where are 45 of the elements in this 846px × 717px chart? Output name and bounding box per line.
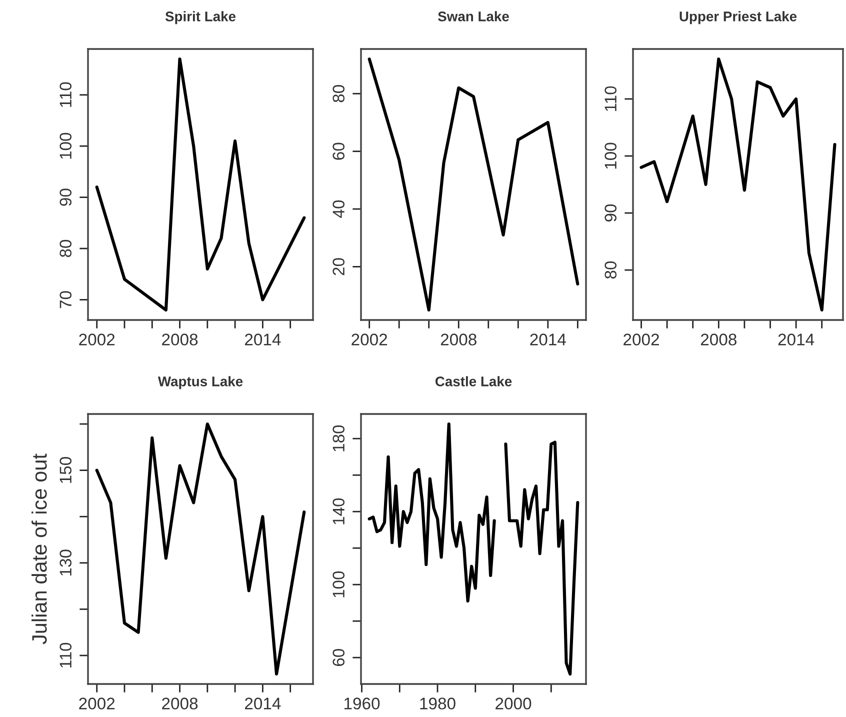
- chart-title: Upper Priest Lake: [680, 11, 797, 24]
- x-tick-label: 1980: [420, 698, 456, 710]
- y-tick-label: 140: [332, 498, 345, 524]
- y-tick-label: 110: [60, 642, 72, 668]
- x-tick-label: 2014: [244, 698, 281, 710]
- y-tick-label: 90: [604, 204, 617, 222]
- y-tick-label: 60: [332, 142, 345, 160]
- x-tick-label: 2008: [162, 698, 198, 710]
- y-tick-label: 40: [332, 200, 345, 218]
- line-series: [95, 422, 306, 676]
- x-tick-label: 2000: [496, 698, 532, 710]
- y-tick-label: 130: [60, 550, 72, 576]
- y-tick-label: 100: [604, 142, 617, 169]
- line-series: [95, 58, 306, 312]
- x-tick-label: 2008: [700, 334, 736, 346]
- y-tick-label: 80: [604, 261, 617, 279]
- line-series: [368, 58, 580, 312]
- x-tick-label: 2008: [440, 334, 476, 346]
- x-tick-label: 2002: [79, 334, 115, 346]
- x-tick-label: 2014: [530, 334, 566, 346]
- y-tick-label: 110: [604, 86, 617, 111]
- y-tick-label: 60: [332, 648, 345, 666]
- y-tick-label: 80: [60, 240, 72, 258]
- y-tick-label: 20: [332, 258, 345, 276]
- y-tick-label: 180: [332, 425, 345, 452]
- x-tick-label: 2002: [352, 334, 388, 346]
- chart-title: Spirit Lake: [165, 11, 236, 24]
- x-tick-label: 2014: [244, 334, 281, 346]
- chart-title: Swan Lake: [438, 11, 509, 22]
- y-tick-label: 150: [60, 457, 72, 483]
- chart-title: Waptus Lake: [158, 376, 243, 390]
- y-tick-label: 70: [60, 291, 72, 308]
- x-tick-label: 1960: [344, 698, 380, 710]
- y-tick-label: 110: [60, 82, 72, 107]
- y-tick-label: 80: [332, 85, 345, 102]
- y-tick-label: 90: [60, 188, 72, 206]
- line-series: [640, 58, 836, 312]
- x-tick-label: 2008: [162, 334, 198, 346]
- x-tick-label: 2002: [79, 698, 115, 710]
- y-axis-title: Julian date of ice out: [32, 454, 47, 644]
- y-tick-label: 100: [60, 132, 72, 159]
- x-tick-label: 2002: [624, 334, 659, 346]
- y-tick-label: 100: [332, 571, 345, 598]
- chart-title: Castle Lake: [435, 376, 512, 386]
- x-tick-label: 2014: [778, 334, 814, 346]
